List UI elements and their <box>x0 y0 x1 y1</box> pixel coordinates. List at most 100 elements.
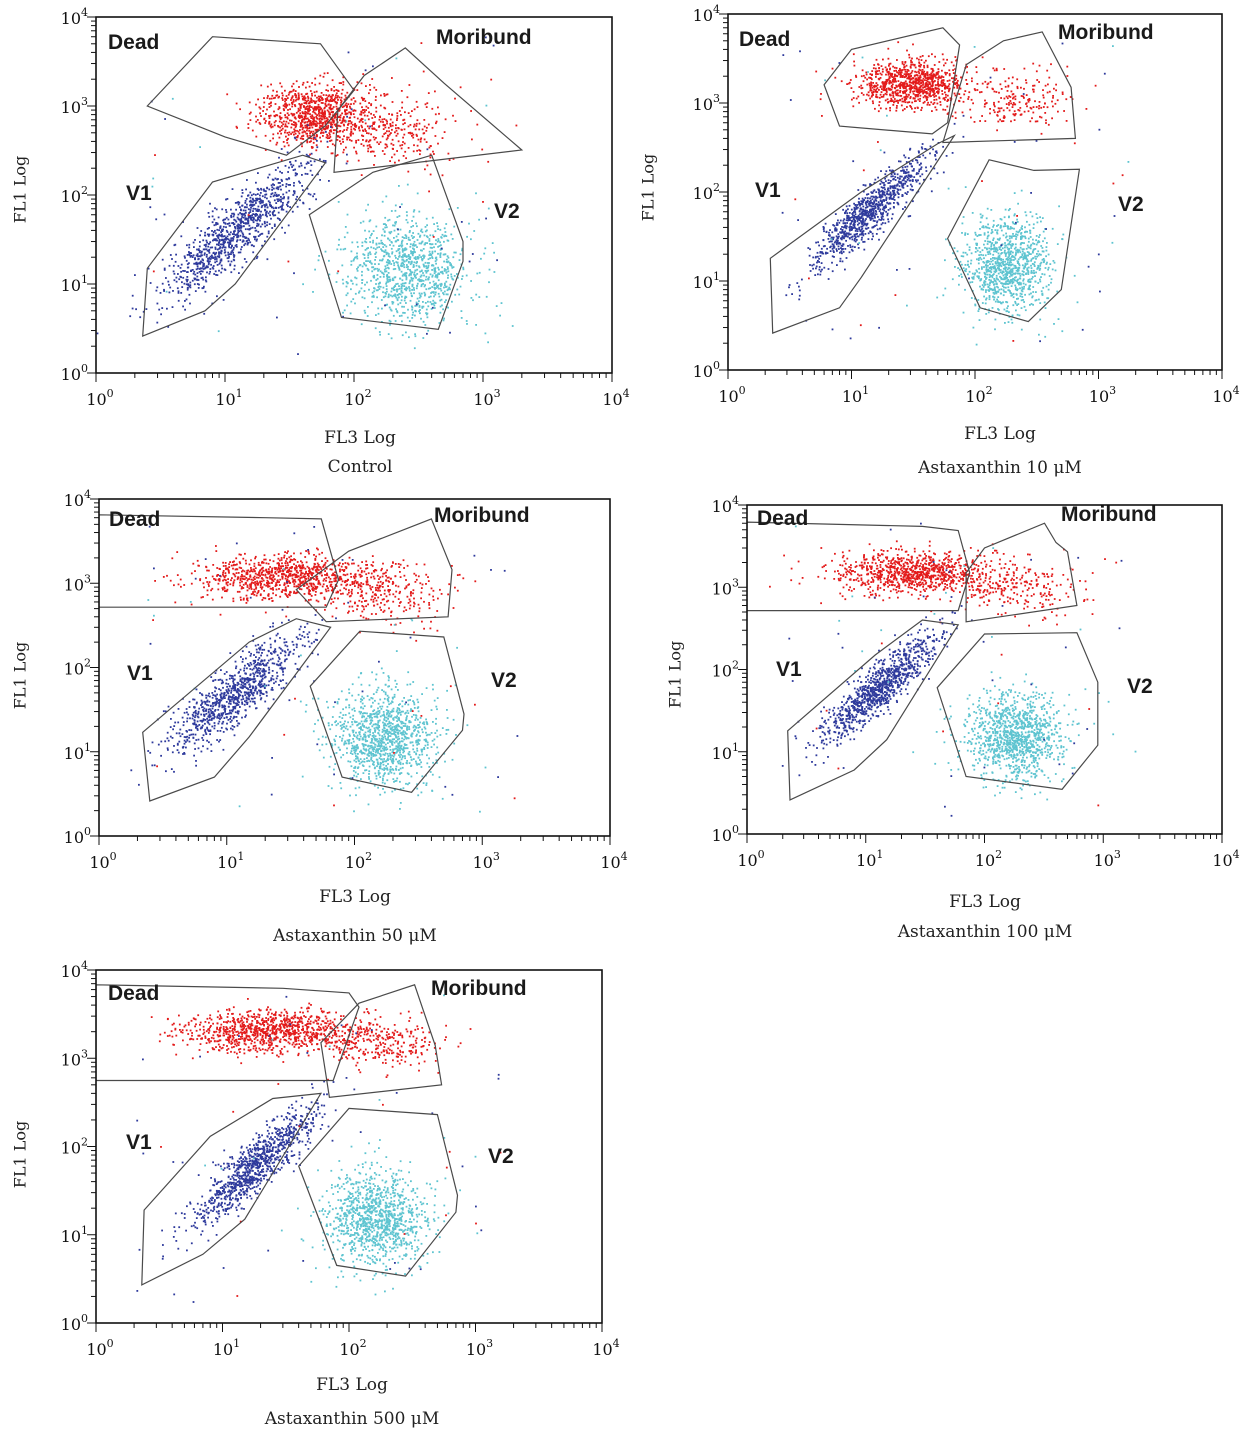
data-point <box>227 257 230 259</box>
data-point <box>1011 82 1014 85</box>
data-point <box>904 156 907 159</box>
data-point <box>405 331 407 334</box>
data-point <box>926 98 928 101</box>
data-point <box>386 137 389 139</box>
data-point <box>274 115 276 118</box>
data-point <box>309 100 312 103</box>
data-point <box>237 223 240 226</box>
data-point <box>937 91 940 93</box>
data-point <box>915 94 918 97</box>
data-point <box>852 223 855 226</box>
data-point <box>870 78 873 81</box>
data-point <box>375 89 378 91</box>
data-point <box>399 244 402 247</box>
data-point <box>288 189 291 192</box>
data-point <box>370 112 372 115</box>
data-point <box>432 302 435 305</box>
data-point <box>942 58 945 61</box>
data-point <box>855 205 858 208</box>
data-point <box>317 99 320 102</box>
data-point <box>874 90 877 93</box>
data-point <box>400 283 403 286</box>
data-point <box>1008 95 1011 97</box>
data-point <box>865 214 868 217</box>
data-point <box>302 201 304 204</box>
data-point <box>302 112 305 115</box>
data-point <box>323 128 326 131</box>
data-point <box>294 93 297 95</box>
data-point <box>245 188 247 191</box>
data-point <box>182 270 184 272</box>
data-point <box>361 241 364 244</box>
data-point <box>283 105 286 108</box>
data-point <box>344 120 347 123</box>
data-point <box>312 118 315 121</box>
data-point <box>847 245 849 247</box>
data-point <box>911 178 914 181</box>
data-point <box>205 255 208 258</box>
data-point <box>889 207 892 210</box>
data-point <box>268 120 271 123</box>
data-point <box>301 118 304 121</box>
data-point <box>929 76 932 79</box>
data-point <box>342 311 344 314</box>
data-point <box>341 119 344 122</box>
data-point <box>877 216 879 218</box>
data-point <box>875 233 878 235</box>
data-point <box>412 287 415 289</box>
data-point <box>416 144 419 147</box>
data-point <box>186 287 189 289</box>
data-point <box>326 109 329 112</box>
data-point <box>324 250 327 253</box>
data-point <box>854 246 856 248</box>
data-point <box>328 180 330 182</box>
data-point <box>298 117 301 119</box>
data-point <box>315 198 317 201</box>
data-point <box>492 44 495 47</box>
data-point <box>944 109 947 111</box>
data-point <box>356 268 358 270</box>
data-point <box>417 232 420 235</box>
data-point <box>274 169 277 171</box>
data-point <box>434 243 437 245</box>
data-point <box>249 214 252 217</box>
data-point <box>237 227 239 230</box>
data-point <box>854 211 857 214</box>
data-point <box>335 116 337 119</box>
data-point <box>874 67 877 70</box>
data-point <box>361 265 364 268</box>
data-point <box>379 116 381 118</box>
data-point <box>421 249 423 252</box>
data-point <box>386 290 388 293</box>
data-point <box>935 95 937 97</box>
data-point <box>812 263 815 266</box>
data-point <box>320 102 323 104</box>
data-point <box>1011 106 1014 108</box>
data-point <box>419 234 422 237</box>
data-point <box>252 216 255 219</box>
data-point <box>389 232 392 235</box>
data-point <box>298 150 301 153</box>
data-point <box>431 216 434 219</box>
data-point <box>933 101 936 104</box>
data-point <box>228 222 231 225</box>
data-point <box>318 255 320 257</box>
data-point <box>391 128 393 131</box>
data-point <box>265 203 268 206</box>
data-point <box>306 100 308 103</box>
data-point <box>250 200 252 203</box>
data-point <box>357 139 360 141</box>
data-point <box>909 215 912 217</box>
data-point <box>194 273 197 276</box>
data-point <box>408 336 410 339</box>
data-point <box>923 61 926 64</box>
data-point <box>250 216 253 219</box>
data-point <box>223 221 225 224</box>
data-point <box>887 188 889 191</box>
data-point <box>433 295 435 298</box>
data-point <box>209 270 211 273</box>
data-point <box>411 306 414 309</box>
data-point <box>369 219 372 222</box>
data-point <box>430 302 433 305</box>
data-point <box>214 253 216 256</box>
